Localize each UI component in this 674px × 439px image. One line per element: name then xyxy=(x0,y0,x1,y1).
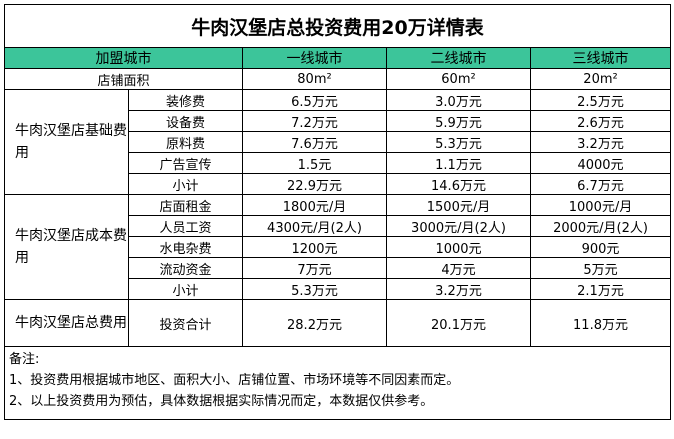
cell-tier1: 1800元/月 xyxy=(242,194,387,216)
cell-tier3: 4000元 xyxy=(529,152,672,174)
table-title: 牛肉汉堡店总投资费用20万详情表 xyxy=(3,4,672,48)
row-item: 人员工资 xyxy=(128,215,243,237)
area-tier3: 20m² xyxy=(529,68,672,90)
row-item: 水电杂费 xyxy=(128,236,243,258)
cell-tier1: 1.5元 xyxy=(242,152,387,174)
header-city-label: 加盟城市 xyxy=(4,47,243,69)
row-item: 店面租金 xyxy=(128,194,243,216)
cell-tier2: 1500元/月 xyxy=(386,194,531,216)
notes-line-1: 1、投资费用根据城市地区、面积大小、店铺位置、市场环境等不同因素而定。 xyxy=(9,373,460,388)
notes-label: 备注: xyxy=(9,352,40,367)
row-item: 广告宣传 xyxy=(128,152,243,174)
cell-tier2: 3.0万元 xyxy=(386,89,531,111)
row-item: 原料费 xyxy=(128,131,243,153)
cell-tier3: 2.1万元 xyxy=(529,278,672,300)
cell-tier1: 4300元/月(2人) xyxy=(242,215,387,237)
cell-tier3: 5万元 xyxy=(529,257,672,279)
cell-tier2: 20.1万元 xyxy=(386,299,531,347)
cell-tier2: 5.9万元 xyxy=(386,110,531,132)
cell-tier1: 7万元 xyxy=(242,257,387,279)
header-tier1-city: 一线城市 xyxy=(242,47,387,69)
cell-tier3: 2000元/月(2人) xyxy=(529,215,672,237)
row-item: 投资合计 xyxy=(128,299,243,347)
area-tier2: 60m² xyxy=(386,68,531,90)
cell-tier1: 6.5万元 xyxy=(242,89,387,111)
cell-tier3: 900元 xyxy=(529,236,672,258)
row-item: 小计 xyxy=(128,278,243,300)
cell-tier2: 1000元 xyxy=(386,236,531,258)
cell-tier1: 7.6万元 xyxy=(242,131,387,153)
header-tier2-city: 二线城市 xyxy=(386,47,531,69)
notes-cell: 备注: 1、投资费用根据城市地区、面积大小、店铺位置、市场环境等不同因素而定。 … xyxy=(3,346,672,420)
cell-tier1: 22.9万元 xyxy=(242,173,387,195)
cell-tier2: 3000元/月(2人) xyxy=(386,215,531,237)
area-tier1: 80m² xyxy=(242,68,387,90)
group-base-cost-label: 牛肉汉堡店基础费用 xyxy=(4,89,129,195)
header-tier3-city: 三线城市 xyxy=(529,47,672,69)
cell-tier2: 14.6万元 xyxy=(386,173,531,195)
cell-tier1: 5.3万元 xyxy=(242,278,387,300)
row-item: 流动资金 xyxy=(128,257,243,279)
cell-tier1: 1200元 xyxy=(242,236,387,258)
cell-tier2: 5.3万元 xyxy=(386,131,531,153)
cell-tier1: 28.2万元 xyxy=(242,299,387,347)
cell-tier3: 11.8万元 xyxy=(529,299,672,347)
notes-line-2: 2、以上投资费用为预估，具体数据根据实际情况而定，本数据仅供参考。 xyxy=(9,394,434,409)
group-running-cost-label: 牛肉汉堡店成本费用 xyxy=(4,194,129,300)
cell-tier2: 3.2万元 xyxy=(386,278,531,300)
cell-tier3: 3.2万元 xyxy=(529,131,672,153)
cell-tier2: 4万元 xyxy=(386,257,531,279)
cell-tier3: 2.5万元 xyxy=(529,89,672,111)
group-total-cost-label: 牛肉汉堡店总费用 xyxy=(4,299,129,347)
cell-tier3: 1000元/月 xyxy=(529,194,672,216)
cell-tier3: 2.6万元 xyxy=(529,110,672,132)
row-item: 小计 xyxy=(128,173,243,195)
cost-table: 牛肉汉堡店总投资费用20万详情表 加盟城市 一线城市 二线城市 三线城市 店铺面… xyxy=(3,4,672,420)
cell-tier2: 1.1万元 xyxy=(386,152,531,174)
cell-tier3: 6.7万元 xyxy=(529,173,672,195)
cell-tier1: 7.2万元 xyxy=(242,110,387,132)
row-item: 设备费 xyxy=(128,110,243,132)
area-label: 店铺面积 xyxy=(4,68,243,90)
row-item: 装修费 xyxy=(128,89,243,111)
